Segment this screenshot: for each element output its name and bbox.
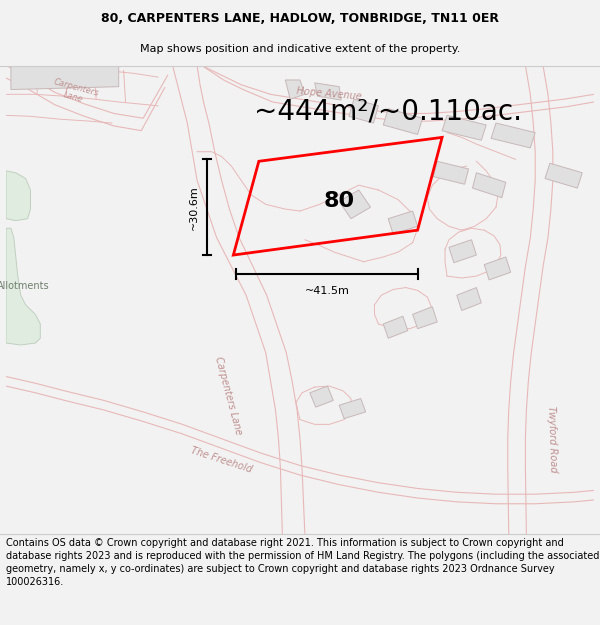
Polygon shape	[310, 386, 334, 407]
Polygon shape	[339, 190, 371, 219]
Polygon shape	[6, 171, 31, 221]
Polygon shape	[545, 163, 582, 188]
Polygon shape	[413, 307, 437, 329]
Text: 80: 80	[323, 191, 355, 211]
Polygon shape	[383, 316, 408, 338]
Text: Map shows position and indicative extent of the property.: Map shows position and indicative extent…	[140, 44, 460, 54]
Text: Twyford Road: Twyford Road	[545, 405, 558, 472]
Polygon shape	[433, 161, 469, 184]
Text: ~30.6m: ~30.6m	[189, 185, 199, 229]
Polygon shape	[442, 116, 486, 140]
Text: Carpenters Lane: Carpenters Lane	[213, 356, 244, 436]
Polygon shape	[6, 228, 40, 345]
Text: ~444m²/~0.110ac.: ~444m²/~0.110ac.	[254, 98, 522, 126]
Text: Carpenters
Lane: Carpenters Lane	[50, 77, 100, 108]
Polygon shape	[315, 83, 341, 100]
Polygon shape	[457, 288, 481, 311]
Text: Hope Avenue: Hope Avenue	[296, 86, 362, 102]
Text: The Freehold: The Freehold	[190, 445, 254, 474]
Polygon shape	[339, 399, 365, 419]
Polygon shape	[484, 257, 511, 280]
Polygon shape	[472, 173, 506, 198]
Polygon shape	[286, 80, 305, 99]
Polygon shape	[449, 240, 476, 262]
Polygon shape	[383, 109, 422, 134]
Polygon shape	[349, 99, 379, 123]
Polygon shape	[11, 66, 119, 89]
Polygon shape	[491, 123, 535, 148]
Text: ~41.5m: ~41.5m	[305, 286, 349, 296]
Text: Contains OS data © Crown copyright and database right 2021. This information is : Contains OS data © Crown copyright and d…	[6, 538, 599, 587]
Text: 80, CARPENTERS LANE, HADLOW, TONBRIDGE, TN11 0ER: 80, CARPENTERS LANE, HADLOW, TONBRIDGE, …	[101, 12, 499, 25]
Polygon shape	[388, 211, 418, 234]
Text: Allotments: Allotments	[0, 281, 50, 291]
